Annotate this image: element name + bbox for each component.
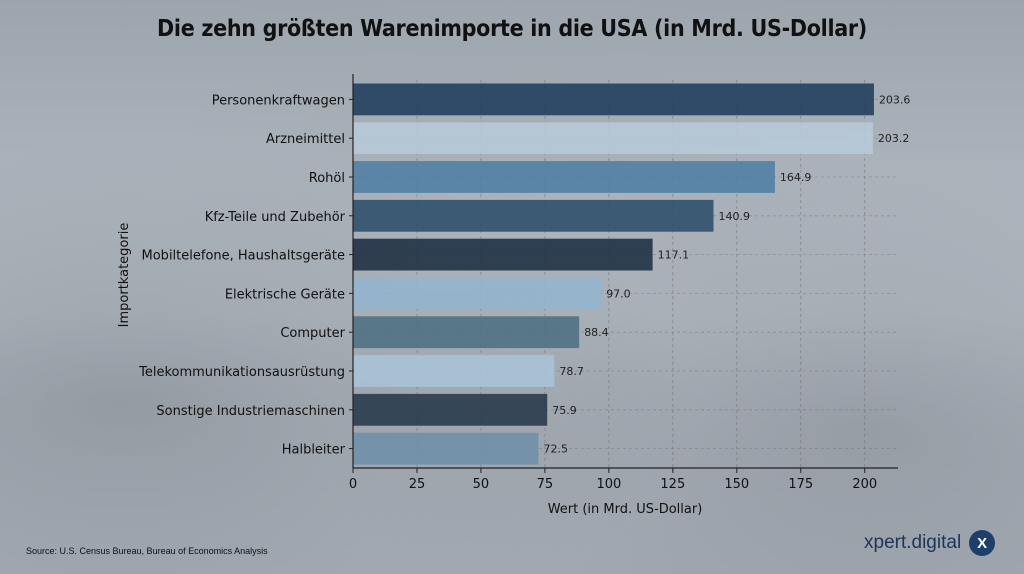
- bars: [353, 83, 874, 465]
- x-axis-label: Wert (in Mrd. US-Dollar): [548, 502, 703, 517]
- value-label: 164.9: [780, 171, 812, 184]
- category-label: Personenkraftwagen: [212, 93, 345, 108]
- x-tick-label: 0: [349, 477, 357, 492]
- bar: [353, 83, 874, 116]
- x-tick-label: 150: [724, 477, 749, 492]
- category-labels: Personenkraftwagen Arzneimittel Rohöl Kfz-T…: [138, 93, 353, 458]
- value-label: 117.1: [658, 249, 690, 262]
- value-labels: 203.6 203.2 164.9 140.9 117.1 97.0 88.4 78.7 75.…: [544, 93, 911, 455]
- category-label: Computer: [280, 326, 345, 341]
- chart-title: Die zehn größten Warenimporte in die USA…: [157, 16, 867, 42]
- bar: [353, 161, 775, 193]
- category-label: Kfz-Teile und Zubehör: [205, 210, 346, 225]
- bar: [353, 199, 714, 232]
- x-tick-label: 125: [660, 477, 685, 492]
- x-tick-labels: 0 25 50 75 100 125 150 175 200: [349, 468, 877, 492]
- category-label: Sonstige Industriemaschinen: [156, 404, 345, 419]
- x-tick-label: 75: [537, 477, 554, 492]
- category-label: Mobiltelefone, Haushaltsgeräte: [142, 249, 345, 264]
- value-label: 203.2: [878, 132, 910, 145]
- value-label: 140.9: [719, 210, 751, 223]
- source-note: Source: U.S. Census Bureau, Bureau of Ec…: [26, 546, 268, 556]
- bar: [353, 432, 539, 465]
- value-label: 88.4: [584, 326, 609, 339]
- x-logo-icon: X: [969, 530, 996, 556]
- value-label: 72.5: [544, 443, 569, 456]
- axes: [352, 74, 898, 469]
- bar: [353, 316, 580, 349]
- category-label: Arzneimittel: [266, 132, 345, 147]
- value-label: 78.7: [559, 365, 584, 378]
- x-tick-label: 200: [852, 477, 877, 492]
- value-label: 97.0: [606, 287, 631, 300]
- category-label: Elektrische Geräte: [225, 287, 345, 302]
- bar: [353, 393, 548, 426]
- bar: [353, 355, 555, 387]
- x-tick-label: 100: [596, 477, 621, 492]
- category-label: Telekommunikationsausrüstung: [138, 365, 345, 380]
- y-axis-label: Importkategorie: [117, 223, 132, 328]
- brand-logo[interactable]: xpert.digital X: [864, 530, 996, 556]
- category-label: Rohöl: [309, 171, 345, 186]
- value-label: 75.9: [552, 404, 577, 417]
- category-label: Halbleiter: [282, 443, 346, 458]
- value-label: 203.6: [879, 93, 911, 106]
- brand-name: xpert.digital: [864, 532, 962, 553]
- bar: [353, 238, 653, 271]
- x-tick-label: 175: [788, 477, 813, 492]
- bar: [353, 277, 602, 310]
- x-tick-label: 50: [473, 477, 490, 492]
- x-tick-label: 25: [409, 477, 426, 492]
- bar: [353, 122, 873, 155]
